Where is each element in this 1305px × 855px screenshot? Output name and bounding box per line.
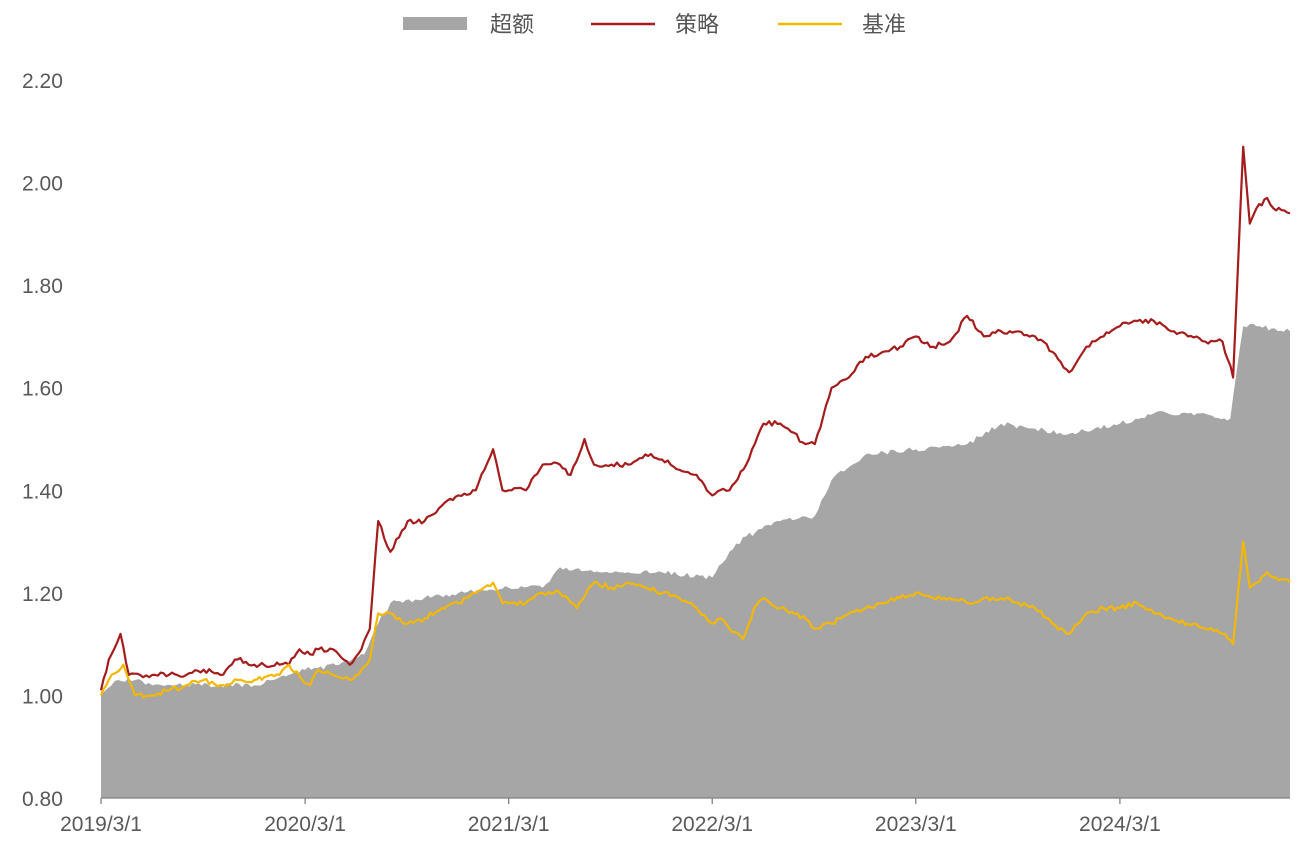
x-tick-label: 2022/3/1	[671, 813, 753, 836]
x-tick-label: 2024/3/1	[1079, 813, 1161, 836]
legend-item-excess: 超额	[403, 13, 534, 38]
y-tick-label: 0.80	[22, 788, 63, 811]
y-tick-label: 1.40	[22, 480, 63, 503]
y-tick-label: 1.80	[22, 275, 63, 298]
y-tick-label: 1.00	[22, 685, 63, 708]
x-tick-label: 2019/3/1	[60, 813, 142, 836]
legend-label-strategy: 策略	[675, 13, 719, 38]
y-tick-label: 1.60	[22, 378, 63, 401]
y-tick-label: 2.20	[22, 70, 63, 93]
axis-layer: 2019/3/1 2020/3/1 2021/3/1 2022/3/1 2023/3/1…	[22, 70, 1290, 836]
series-excess-area	[101, 323, 1290, 798]
x-tick-label: 2023/3/1	[875, 813, 957, 836]
legend-item-strategy: 策略	[591, 13, 719, 38]
x-tick-label: 2021/3/1	[468, 813, 550, 836]
y-tick-label: 1.20	[22, 583, 63, 606]
x-tick-label: 2020/3/1	[264, 813, 346, 836]
y-tick-label: 2.00	[22, 173, 63, 196]
legend: 超额 策略 基准	[403, 13, 906, 38]
series-benchmark-line	[99, 540, 1291, 699]
plot-layer	[99, 145, 1291, 798]
series-strategy-line	[99, 145, 1291, 691]
legend-swatch-excess	[403, 17, 467, 30]
legend-label-excess: 超额	[490, 13, 534, 38]
legend-label-benchmark: 基准	[862, 13, 906, 38]
legend-item-benchmark: 基准	[778, 13, 906, 38]
